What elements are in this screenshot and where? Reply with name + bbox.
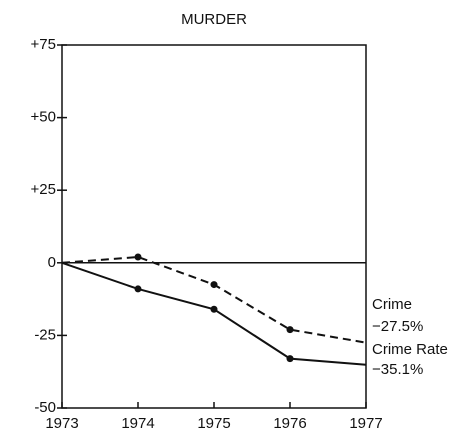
series-line xyxy=(61,255,367,344)
y-tick-label: -25 xyxy=(34,326,56,343)
series-dot xyxy=(134,285,142,293)
chart-title: MURDER xyxy=(181,11,247,28)
y-tick-label: -50 xyxy=(34,399,56,416)
series-line xyxy=(61,261,367,366)
y-tick-label: +50 xyxy=(31,109,56,126)
x-tick-label: 1975 xyxy=(197,415,230,432)
value-label: −27.5% xyxy=(372,318,423,335)
series-label: Crime xyxy=(372,296,412,313)
y-tick-label: 0 xyxy=(48,254,56,271)
value-label: −35.1% xyxy=(372,361,423,378)
x-tick-label: 1976 xyxy=(273,415,306,432)
series-dot xyxy=(210,281,218,289)
series-label: Crime Rate xyxy=(372,341,448,358)
x-tick-label: 1974 xyxy=(121,415,154,432)
y-tick-label: +75 xyxy=(31,36,56,53)
series-dot xyxy=(286,355,294,363)
x-tick-label: 1973 xyxy=(45,415,78,432)
series-dot xyxy=(286,326,294,334)
series-dot xyxy=(134,253,142,261)
series-dot xyxy=(210,305,218,313)
plot-frame xyxy=(61,44,367,409)
x-tick-label: 1977 xyxy=(349,415,382,432)
y-tick-label: +25 xyxy=(31,181,56,198)
